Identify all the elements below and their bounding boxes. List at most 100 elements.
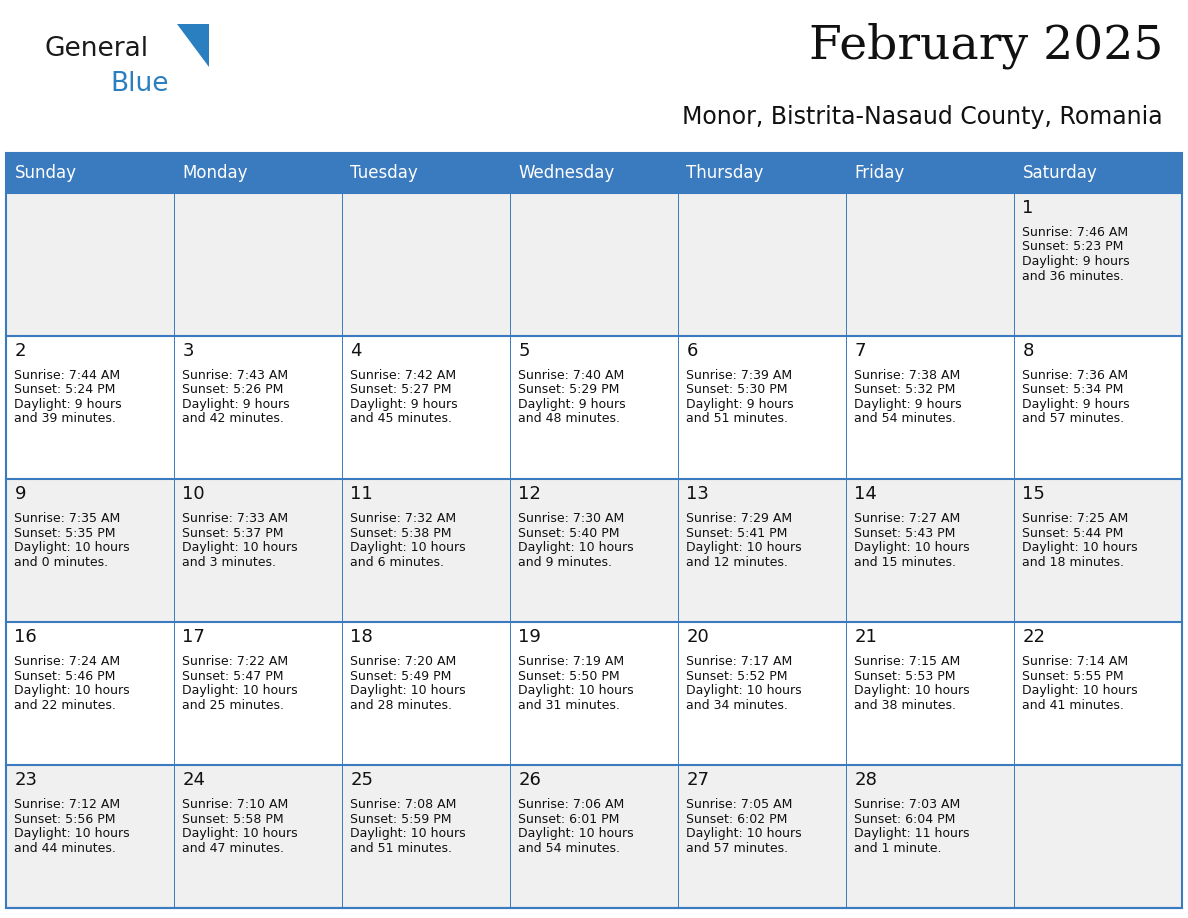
Bar [6,153,173,193]
Text: Sunset: 5:56 PM: Sunset: 5:56 PM [14,812,116,825]
Text: Daylight: 9 hours: Daylight: 9 hours [854,398,962,411]
Text: 27: 27 [687,771,709,789]
Text: 28: 28 [854,771,877,789]
Text: Sunset: 6:01 PM: Sunset: 6:01 PM [518,812,620,825]
Text: Sunset: 5:24 PM: Sunset: 5:24 PM [14,384,115,397]
Text: Sunset: 5:55 PM: Sunset: 5:55 PM [1023,669,1124,682]
Text: Daylight: 10 hours: Daylight: 10 hours [687,684,802,697]
Text: Blue: Blue [110,71,169,97]
Text: 19: 19 [518,628,542,646]
Text: 22: 22 [1023,628,1045,646]
Text: Sunset: 5:32 PM: Sunset: 5:32 PM [854,384,956,397]
Bar [6,479,1182,622]
Text: Daylight: 9 hours: Daylight: 9 hours [14,398,122,411]
Text: Daylight: 10 hours: Daylight: 10 hours [350,541,466,554]
Text: and 6 minutes.: and 6 minutes. [350,555,444,568]
Text: Sunset: 5:43 PM: Sunset: 5:43 PM [854,527,956,540]
Text: Daylight: 10 hours: Daylight: 10 hours [1023,684,1138,697]
Bar [6,765,1182,908]
Bar [510,153,678,193]
Text: Sunset: 5:52 PM: Sunset: 5:52 PM [687,669,788,682]
Text: Daylight: 10 hours: Daylight: 10 hours [854,684,971,697]
Text: Sunset: 5:34 PM: Sunset: 5:34 PM [1023,384,1124,397]
Text: Sunrise: 7:15 AM: Sunrise: 7:15 AM [854,655,961,668]
Text: and 44 minutes.: and 44 minutes. [14,842,116,855]
Text: and 54 minutes.: and 54 minutes. [854,412,956,426]
Text: and 22 minutes.: and 22 minutes. [14,699,116,711]
Text: Sunrise: 7:33 AM: Sunrise: 7:33 AM [183,512,289,525]
Text: Sunrise: 7:35 AM: Sunrise: 7:35 AM [14,512,121,525]
Text: and 34 minutes.: and 34 minutes. [687,699,789,711]
Text: Daylight: 10 hours: Daylight: 10 hours [518,827,634,840]
Text: Monday: Monday [183,164,248,182]
Text: Sunset: 5:38 PM: Sunset: 5:38 PM [350,527,451,540]
Text: Daylight: 9 hours: Daylight: 9 hours [687,398,794,411]
Text: 18: 18 [350,628,373,646]
Text: and 3 minutes.: and 3 minutes. [183,555,277,568]
Bar [6,193,1182,336]
Text: Sunrise: 7:08 AM: Sunrise: 7:08 AM [350,798,456,811]
Text: Sunrise: 7:24 AM: Sunrise: 7:24 AM [14,655,120,668]
Text: Sunrise: 7:19 AM: Sunrise: 7:19 AM [518,655,625,668]
Text: 20: 20 [687,628,709,646]
Text: Sunset: 5:49 PM: Sunset: 5:49 PM [350,669,451,682]
Text: Sunset: 5:58 PM: Sunset: 5:58 PM [183,812,284,825]
Text: and 9 minutes.: and 9 minutes. [518,555,612,568]
Text: and 12 minutes.: and 12 minutes. [687,555,789,568]
Text: and 51 minutes.: and 51 minutes. [350,842,453,855]
Text: Sunrise: 7:40 AM: Sunrise: 7:40 AM [518,369,625,382]
Text: Tuesday: Tuesday [350,164,418,182]
Text: Sunset: 5:59 PM: Sunset: 5:59 PM [350,812,451,825]
Text: 5: 5 [518,342,530,360]
Text: Sunset: 5:27 PM: Sunset: 5:27 PM [350,384,451,397]
Text: Sunrise: 7:10 AM: Sunrise: 7:10 AM [183,798,289,811]
Bar [173,153,342,193]
Text: Sunset: 5:53 PM: Sunset: 5:53 PM [854,669,956,682]
Text: 3: 3 [183,342,194,360]
Text: 4: 4 [350,342,362,360]
Text: Sunrise: 7:42 AM: Sunrise: 7:42 AM [350,369,456,382]
Text: Sunset: 5:50 PM: Sunset: 5:50 PM [518,669,620,682]
Text: Daylight: 10 hours: Daylight: 10 hours [14,684,129,697]
Text: and 57 minutes.: and 57 minutes. [687,842,789,855]
Text: and 15 minutes.: and 15 minutes. [854,555,956,568]
Text: Sunrise: 7:46 AM: Sunrise: 7:46 AM [1023,226,1129,239]
Text: and 48 minutes.: and 48 minutes. [518,412,620,426]
Text: 14: 14 [854,485,877,503]
Text: Sunrise: 7:38 AM: Sunrise: 7:38 AM [854,369,961,382]
Text: Daylight: 9 hours: Daylight: 9 hours [1023,398,1130,411]
Text: Sunrise: 7:44 AM: Sunrise: 7:44 AM [14,369,120,382]
Text: Sunset: 5:44 PM: Sunset: 5:44 PM [1023,527,1124,540]
Text: and 0 minutes.: and 0 minutes. [14,555,108,568]
Text: and 57 minutes.: and 57 minutes. [1023,412,1125,426]
Text: and 18 minutes.: and 18 minutes. [1023,555,1124,568]
Text: Sunday: Sunday [14,164,76,182]
Text: Daylight: 9 hours: Daylight: 9 hours [518,398,626,411]
Text: Daylight: 10 hours: Daylight: 10 hours [1023,541,1138,554]
Text: Sunset: 5:30 PM: Sunset: 5:30 PM [687,384,788,397]
Text: 7: 7 [854,342,866,360]
Text: 16: 16 [14,628,37,646]
Text: and 39 minutes.: and 39 minutes. [14,412,116,426]
Bar [6,153,1182,908]
Text: Daylight: 10 hours: Daylight: 10 hours [183,684,298,697]
Text: Sunrise: 7:20 AM: Sunrise: 7:20 AM [350,655,456,668]
Text: Sunrise: 7:27 AM: Sunrise: 7:27 AM [854,512,961,525]
Text: and 31 minutes.: and 31 minutes. [518,699,620,711]
Text: Daylight: 11 hours: Daylight: 11 hours [854,827,969,840]
Text: Daylight: 10 hours: Daylight: 10 hours [350,684,466,697]
Text: Sunrise: 7:39 AM: Sunrise: 7:39 AM [687,369,792,382]
Text: February 2025: February 2025 [809,22,1163,69]
Text: 1: 1 [1023,199,1034,217]
Text: Daylight: 10 hours: Daylight: 10 hours [14,827,129,840]
Text: Sunrise: 7:43 AM: Sunrise: 7:43 AM [183,369,289,382]
Text: Sunrise: 7:06 AM: Sunrise: 7:06 AM [518,798,625,811]
Text: Sunrise: 7:30 AM: Sunrise: 7:30 AM [518,512,625,525]
Text: Sunrise: 7:14 AM: Sunrise: 7:14 AM [1023,655,1129,668]
Text: and 41 minutes.: and 41 minutes. [1023,699,1124,711]
Text: Daylight: 10 hours: Daylight: 10 hours [687,827,802,840]
Text: Sunset: 5:23 PM: Sunset: 5:23 PM [1023,241,1124,253]
Text: Sunrise: 7:03 AM: Sunrise: 7:03 AM [854,798,961,811]
Text: Daylight: 10 hours: Daylight: 10 hours [183,827,298,840]
Text: 25: 25 [350,771,373,789]
